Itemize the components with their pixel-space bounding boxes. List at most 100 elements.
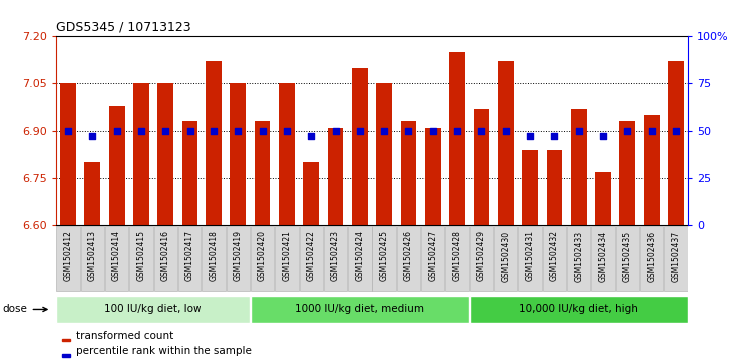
- FancyBboxPatch shape: [373, 227, 396, 291]
- FancyBboxPatch shape: [227, 227, 250, 291]
- Bar: [352, 68, 368, 225]
- Text: GSM1502429: GSM1502429: [477, 231, 486, 281]
- Point: [135, 128, 147, 134]
- Bar: [644, 115, 660, 225]
- FancyBboxPatch shape: [178, 227, 201, 291]
- Text: GSM1502437: GSM1502437: [672, 231, 681, 282]
- FancyBboxPatch shape: [616, 227, 639, 291]
- Bar: [449, 52, 465, 225]
- Bar: [84, 162, 100, 225]
- Bar: [620, 121, 635, 225]
- Text: GSM1502432: GSM1502432: [550, 231, 559, 281]
- Text: GSM1502412: GSM1502412: [63, 231, 72, 281]
- Text: 10,000 IU/kg diet, high: 10,000 IU/kg diet, high: [519, 305, 638, 314]
- Point: [597, 134, 609, 139]
- Bar: [109, 106, 124, 225]
- FancyBboxPatch shape: [275, 227, 298, 291]
- FancyBboxPatch shape: [80, 227, 104, 291]
- Text: GDS5345 / 10713123: GDS5345 / 10713123: [56, 21, 190, 34]
- FancyBboxPatch shape: [129, 227, 153, 291]
- Point: [525, 134, 536, 139]
- Text: GSM1502419: GSM1502419: [234, 231, 243, 281]
- Text: GSM1502417: GSM1502417: [185, 231, 194, 281]
- Text: GSM1502435: GSM1502435: [623, 231, 632, 282]
- Point: [621, 128, 633, 134]
- Text: GSM1502427: GSM1502427: [429, 231, 437, 281]
- Bar: [206, 61, 222, 225]
- Bar: [254, 121, 271, 225]
- Text: 1000 IU/kg diet, medium: 1000 IU/kg diet, medium: [295, 305, 424, 314]
- Text: GSM1502433: GSM1502433: [574, 231, 583, 282]
- Text: GSM1502434: GSM1502434: [599, 231, 608, 282]
- Point: [646, 128, 658, 134]
- Text: GSM1502422: GSM1502422: [307, 231, 315, 281]
- FancyBboxPatch shape: [251, 227, 275, 291]
- Point: [378, 128, 390, 134]
- Text: GSM1502426: GSM1502426: [404, 231, 413, 281]
- Text: percentile rank within the sample: percentile rank within the sample: [76, 346, 252, 356]
- Bar: [182, 121, 197, 225]
- Point: [670, 128, 682, 134]
- Text: GSM1502425: GSM1502425: [379, 231, 388, 281]
- FancyBboxPatch shape: [348, 227, 371, 291]
- FancyBboxPatch shape: [519, 227, 542, 291]
- Text: transformed count: transformed count: [76, 331, 173, 341]
- Text: 100 IU/kg diet, low: 100 IU/kg diet, low: [104, 305, 202, 314]
- FancyBboxPatch shape: [494, 227, 518, 291]
- Point: [208, 128, 220, 134]
- Point: [86, 134, 98, 139]
- FancyBboxPatch shape: [640, 227, 664, 291]
- Point: [159, 128, 171, 134]
- Bar: [231, 83, 246, 225]
- Point: [403, 128, 414, 134]
- Point: [184, 128, 196, 134]
- Text: dose: dose: [3, 305, 47, 314]
- Bar: [400, 121, 417, 225]
- Text: GSM1502418: GSM1502418: [209, 231, 219, 281]
- Point: [500, 128, 512, 134]
- FancyBboxPatch shape: [202, 227, 225, 291]
- Text: GSM1502436: GSM1502436: [647, 231, 656, 282]
- Bar: [157, 83, 173, 225]
- FancyBboxPatch shape: [56, 295, 250, 323]
- Text: GSM1502416: GSM1502416: [161, 231, 170, 281]
- Bar: [279, 83, 295, 225]
- Bar: [62, 354, 71, 357]
- Point: [573, 128, 585, 134]
- Point: [354, 128, 366, 134]
- FancyBboxPatch shape: [57, 227, 80, 291]
- Point: [232, 128, 244, 134]
- FancyBboxPatch shape: [469, 295, 688, 323]
- FancyBboxPatch shape: [664, 227, 687, 291]
- FancyBboxPatch shape: [300, 227, 323, 291]
- FancyBboxPatch shape: [591, 227, 615, 291]
- Text: GSM1502424: GSM1502424: [356, 231, 365, 281]
- Bar: [60, 83, 76, 225]
- FancyBboxPatch shape: [105, 227, 128, 291]
- Point: [281, 128, 293, 134]
- Bar: [304, 162, 319, 225]
- Bar: [595, 172, 611, 225]
- FancyBboxPatch shape: [543, 227, 566, 291]
- Point: [111, 128, 123, 134]
- Bar: [547, 150, 562, 225]
- Bar: [327, 127, 344, 225]
- Text: GSM1502420: GSM1502420: [258, 231, 267, 281]
- Bar: [133, 83, 149, 225]
- Point: [451, 128, 463, 134]
- Point: [548, 134, 560, 139]
- Bar: [425, 127, 440, 225]
- FancyBboxPatch shape: [251, 295, 469, 323]
- Point: [427, 128, 439, 134]
- Text: GSM1502428: GSM1502428: [452, 231, 461, 281]
- Text: GSM1502423: GSM1502423: [331, 231, 340, 281]
- FancyBboxPatch shape: [446, 227, 469, 291]
- Point: [62, 128, 74, 134]
- Text: GSM1502431: GSM1502431: [525, 231, 535, 281]
- Bar: [473, 109, 490, 225]
- Bar: [498, 61, 513, 225]
- Bar: [668, 61, 684, 225]
- FancyBboxPatch shape: [567, 227, 591, 291]
- Point: [305, 134, 317, 139]
- Bar: [571, 109, 587, 225]
